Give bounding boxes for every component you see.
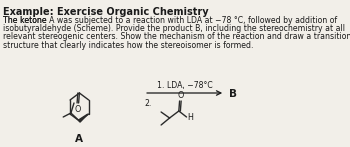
Text: Example: Exercise Organic Chemistry: Example: Exercise Organic Chemistry	[3, 7, 209, 17]
Text: structure that clearly indicates how the stereoisomer is formed.: structure that clearly indicates how the…	[3, 41, 254, 50]
Polygon shape	[79, 114, 88, 122]
Text: 2.: 2.	[144, 99, 152, 108]
Text: The ketone: The ketone	[3, 16, 49, 25]
Text: A: A	[75, 134, 83, 144]
Text: B: B	[229, 89, 237, 99]
Text: O: O	[177, 91, 183, 100]
Text: relevant stereogenic centers. Show the mechanism of the reaction and draw a tran: relevant stereogenic centers. Show the m…	[3, 32, 350, 41]
Text: isobutyraldehyde (Scheme). Provide the product B, including the stereochemistry : isobutyraldehyde (Scheme). Provide the p…	[3, 24, 345, 33]
Text: The ketone A was subjected to a reaction with LDA at −78 °C, followed by additio: The ketone A was subjected to a reaction…	[3, 16, 337, 25]
Text: 1. LDA, −78°C: 1. LDA, −78°C	[157, 81, 212, 90]
Text: H: H	[188, 113, 194, 122]
Text: O: O	[75, 106, 81, 115]
